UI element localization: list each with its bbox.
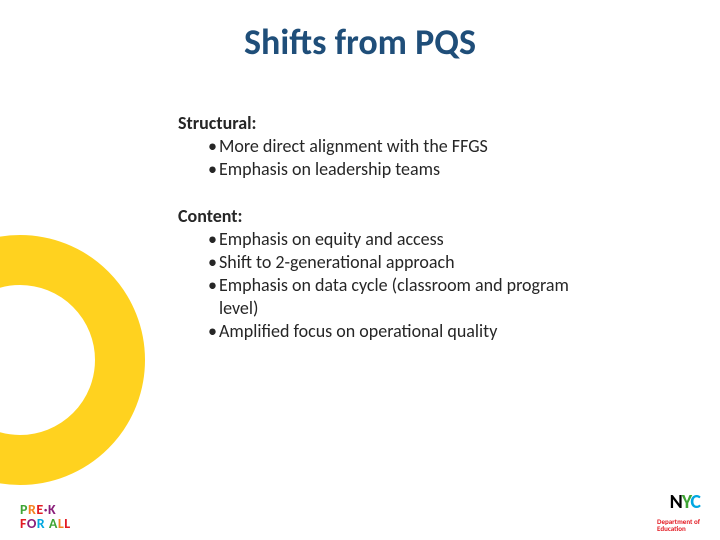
bullet-item: •Emphasis on data cycle (classroom and p… [178, 274, 598, 320]
bullet-item: •Amplified focus on operational quality [178, 320, 598, 343]
arc-svg [0, 230, 150, 490]
bullet-text: Emphasis on leadership teams [219, 158, 598, 181]
nyc-logo: NYC [670, 490, 700, 514]
bullet-dot-icon: • [208, 320, 217, 343]
bullet-text: Amplified focus on operational quality [219, 320, 598, 343]
section-heading: Structural: [178, 112, 598, 135]
bullet-dot-icon: • [208, 135, 217, 158]
bullet-item: •More direct alignment with the FFGS [178, 135, 598, 158]
slide-title: Shifts from PQS [0, 20, 720, 64]
bullet-text: Emphasis on data cycle (classroom and pr… [219, 274, 598, 320]
bullet-item: •Emphasis on leadership teams [178, 158, 598, 181]
slide-content: Structural:•More direct alignment with t… [178, 112, 598, 343]
slide: Shifts from PQS Structural:•More direct … [0, 0, 720, 540]
bullet-text: Emphasis on equity and access [219, 228, 598, 251]
bullet-dot-icon: • [208, 228, 217, 251]
bullet-text: More direct alignment with the FFGS [219, 135, 598, 158]
bullet-item: •Shift to 2-generational approach [178, 251, 598, 274]
decorative-arc [0, 230, 150, 490]
nyc-doe-subtext: Department ofEducation [657, 518, 700, 532]
prek-for-all-logo: PRE·KFOR ALL [20, 503, 71, 532]
bullet-text: Shift to 2-generational approach [219, 251, 598, 274]
section-heading: Content: [178, 205, 598, 228]
bullet-dot-icon: • [208, 274, 217, 297]
bullet-dot-icon: • [208, 158, 217, 181]
bullet-item: •Emphasis on equity and access [178, 228, 598, 251]
bullet-dot-icon: • [208, 251, 217, 274]
